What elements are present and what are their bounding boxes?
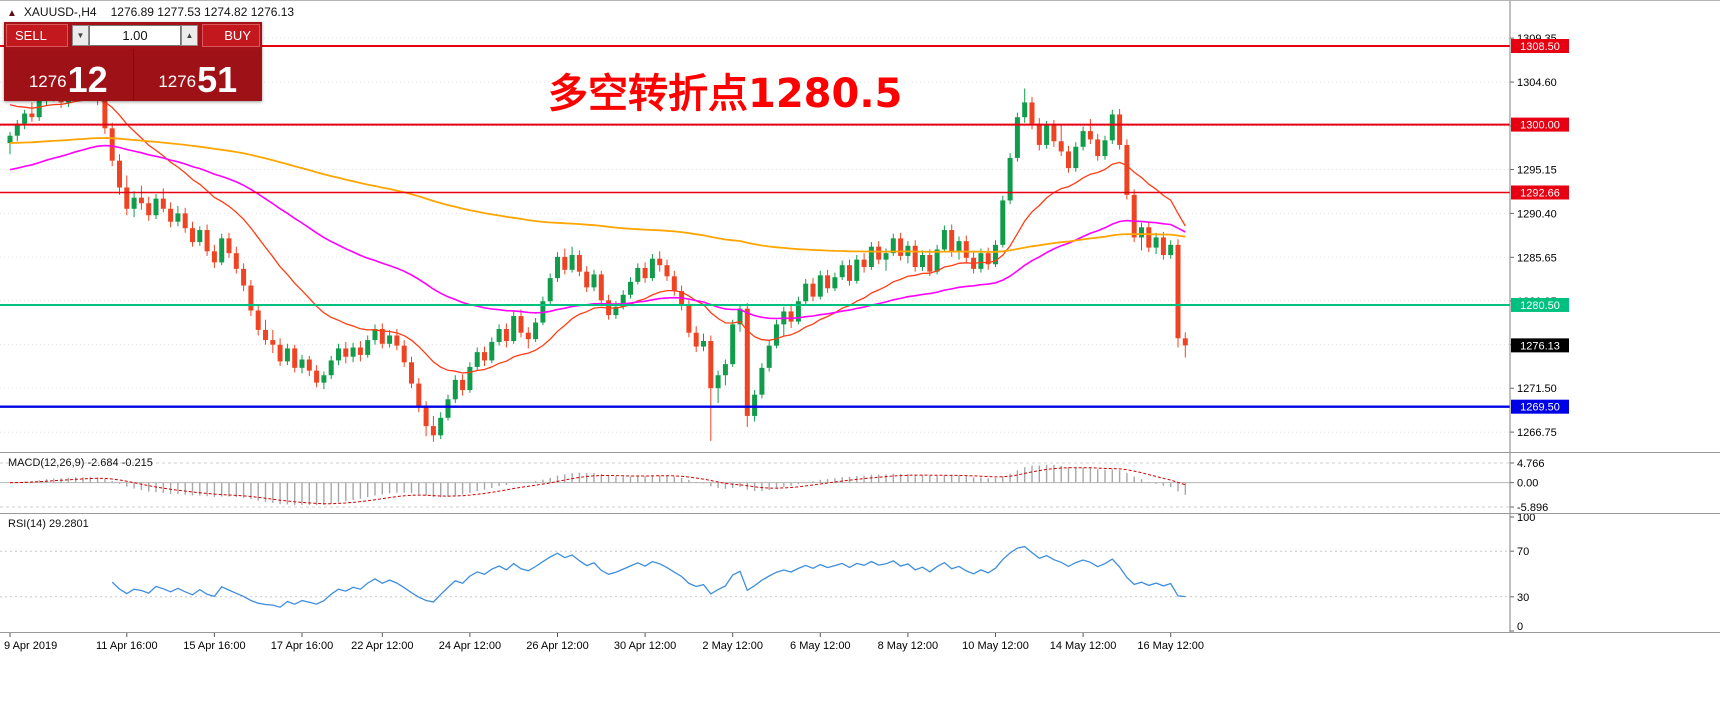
svg-text:1266.75: 1266.75 bbox=[1517, 427, 1557, 439]
svg-text:10 May 12:00: 10 May 12:00 bbox=[962, 640, 1029, 652]
candlesticks bbox=[7, 76, 1188, 442]
volume-control: ▼ ▲ bbox=[72, 25, 198, 46]
buy-price-display[interactable]: 1276 51 bbox=[134, 49, 263, 101]
price-scale[interactable] bbox=[1510, 1, 1720, 633]
macd-pane-separator[interactable] bbox=[0, 452, 1720, 453]
svg-text:30: 30 bbox=[1517, 592, 1529, 604]
svg-text:15 Apr 16:00: 15 Apr 16:00 bbox=[183, 640, 245, 652]
collapse-trading-panel-icon[interactable]: ▲ bbox=[7, 8, 17, 19]
svg-text:1280.50: 1280.50 bbox=[1520, 300, 1560, 312]
ohlc-readout: 1276.89 1277.53 1274.82 1276.13 bbox=[110, 5, 295, 19]
time-axis-separator bbox=[0, 632, 1720, 633]
annotation-text: 多空转折点1280.5 bbox=[548, 71, 903, 117]
svg-text:26 Apr 12:00: 26 Apr 12:00 bbox=[526, 640, 588, 652]
svg-text:14 May 12:00: 14 May 12:00 bbox=[1050, 640, 1117, 652]
rsi-indicator-label: RSI(14) 29.2801 bbox=[8, 518, 89, 530]
sell-price-pips: 12 bbox=[67, 58, 108, 100]
volume-input[interactable] bbox=[89, 25, 181, 46]
price-divider bbox=[132, 49, 134, 101]
rsi-pane-separator[interactable] bbox=[0, 513, 1720, 514]
svg-text:11 Apr 16:00: 11 Apr 16:00 bbox=[96, 640, 158, 652]
svg-text:8 May 12:00: 8 May 12:00 bbox=[878, 640, 939, 652]
sell-button[interactable]: SELL bbox=[6, 24, 68, 47]
svg-text:1292.66: 1292.66 bbox=[1520, 187, 1560, 199]
svg-text:1304.60: 1304.60 bbox=[1517, 77, 1557, 89]
svg-text:1290.40: 1290.40 bbox=[1517, 208, 1557, 220]
svg-text:17 Apr 16:00: 17 Apr 16:00 bbox=[271, 640, 333, 652]
price-badge bbox=[1511, 38, 1569, 53]
svg-text:-5.896: -5.896 bbox=[1517, 502, 1548, 514]
svg-text:1295.15: 1295.15 bbox=[1517, 164, 1557, 176]
price-badge bbox=[1511, 338, 1569, 353]
svg-text:16 May 12:00: 16 May 12:00 bbox=[1137, 640, 1204, 652]
symbol-timeframe-label: XAUUSD-,H4 bbox=[23, 5, 97, 19]
price-badge bbox=[1511, 297, 1569, 312]
ma-line bbox=[9, 98, 1186, 374]
sell-price-display[interactable]: 1276 12 bbox=[4, 49, 133, 101]
price-badge bbox=[1511, 185, 1569, 200]
svg-text:1285.65: 1285.65 bbox=[1517, 252, 1557, 264]
price-badge bbox=[1511, 117, 1569, 132]
price-badge bbox=[1511, 399, 1569, 414]
buy-price-main: 1276 bbox=[158, 72, 197, 91]
svg-text:1308.50: 1308.50 bbox=[1520, 41, 1560, 53]
ma-line bbox=[9, 137, 1186, 253]
svg-text:4.766: 4.766 bbox=[1517, 458, 1545, 470]
svg-text:9 Apr 2019: 9 Apr 2019 bbox=[4, 640, 57, 652]
svg-text:24 Apr 12:00: 24 Apr 12:00 bbox=[439, 640, 501, 652]
svg-text:70: 70 bbox=[1517, 546, 1529, 558]
svg-text:100: 100 bbox=[1517, 512, 1535, 524]
rsi-line bbox=[111, 545, 1186, 608]
svg-text:0: 0 bbox=[1517, 621, 1523, 633]
svg-text:22 Apr 12:00: 22 Apr 12:00 bbox=[351, 640, 413, 652]
svg-text:30 Apr 12:00: 30 Apr 12:00 bbox=[614, 640, 676, 652]
svg-text:2 May 12:00: 2 May 12:00 bbox=[702, 640, 763, 652]
svg-text:0.00: 0.00 bbox=[1517, 478, 1538, 490]
macd-signal-line bbox=[9, 467, 1186, 505]
svg-text:1271.50: 1271.50 bbox=[1517, 383, 1557, 395]
sell-price-main: 1276 bbox=[28, 72, 67, 91]
volume-increase-button[interactable]: ▲ bbox=[181, 25, 198, 46]
one-click-trading-panel: SELL ▼ ▲ BUY 1276 12 1276 51 bbox=[4, 22, 262, 101]
macd-histogram bbox=[16, 464, 1187, 506]
buy-price-pips: 51 bbox=[197, 58, 238, 100]
trade-prices-row: 1276 12 1276 51 bbox=[4, 49, 262, 101]
chart-title: ▲ XAUUSD-,H4 1276.89 1277.53 1274.82 1276.… bbox=[7, 5, 294, 19]
svg-text:1300.00: 1300.00 bbox=[1520, 120, 1560, 132]
trade-controls-row: SELL ▼ ▲ BUY bbox=[4, 22, 262, 49]
macd-indicator-label: MACD(12,26,9) -2.684 -0.215 bbox=[8, 457, 153, 469]
ma-line bbox=[9, 144, 1186, 320]
time-scale[interactable] bbox=[0, 633, 1510, 657]
svg-text:1276.13: 1276.13 bbox=[1520, 340, 1560, 352]
svg-text:1269.50: 1269.50 bbox=[1520, 402, 1560, 414]
svg-text:6 May 12:00: 6 May 12:00 bbox=[790, 640, 851, 652]
buy-button[interactable]: BUY bbox=[202, 24, 260, 47]
volume-decrease-button[interactable]: ▼ bbox=[72, 25, 89, 46]
